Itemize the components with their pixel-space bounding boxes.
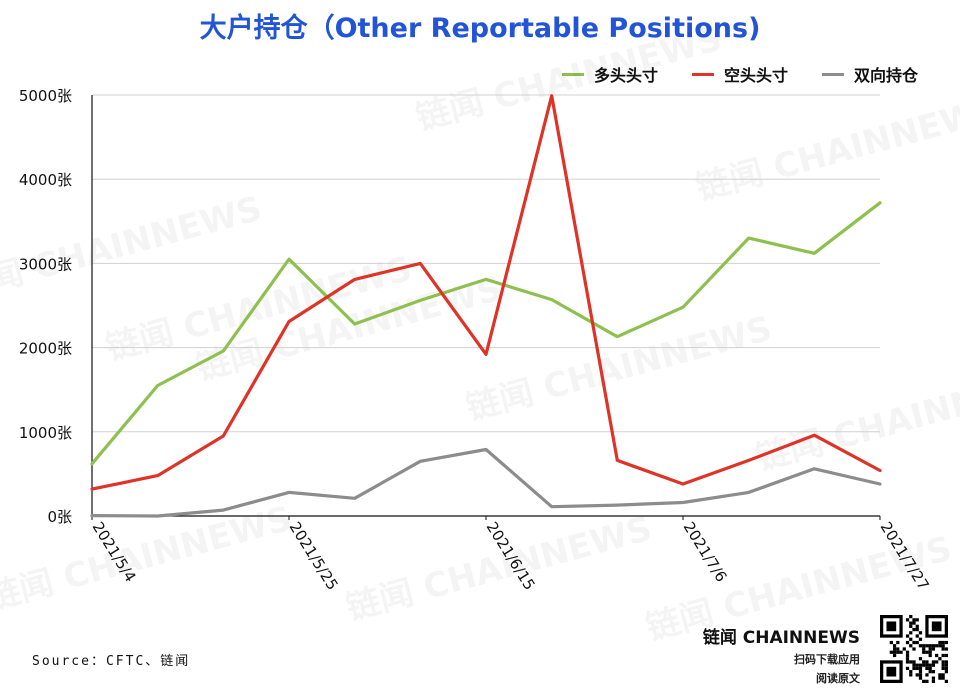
brand-read-text: 阅读原文 xyxy=(816,672,860,685)
chart-title: 大户持仓（Other Reportable Positions) xyxy=(199,13,761,44)
watermark-text: 链闻 CHAINNEWS xyxy=(462,309,776,429)
brand-name: 链闻 CHAINNEWS xyxy=(702,628,860,648)
x-tick-label: 2021/5/25 xyxy=(286,519,342,594)
legend-label-spread: 双向持仓 xyxy=(853,66,918,85)
y-tick-label: 4000张 xyxy=(19,171,72,189)
x-tick-label: 2021/7/6 xyxy=(680,519,731,586)
legend-label-long: 多头头寸 xyxy=(593,66,658,85)
watermark-text: 链闻 CHAINNEWS xyxy=(752,359,960,479)
y-tick-label: 5000张 xyxy=(19,87,72,105)
series-line-2 xyxy=(90,447,882,518)
legend-item-spread: 双向持仓 xyxy=(821,62,918,86)
brand-block: 链闻 CHAINNEWS 扫码下载应用 阅读原文 xyxy=(703,623,860,686)
watermark-text: 链闻 CHAINNEWS xyxy=(412,19,726,139)
y-tick-label: 1000张 xyxy=(19,424,72,442)
series-line-1 xyxy=(90,94,882,491)
watermark-text: 链闻 CHAINNEWS xyxy=(0,189,266,309)
legend: 多头头寸 空头头寸 双向持仓 xyxy=(561,62,918,86)
source-note: Source：CFTC、链闻 xyxy=(32,654,191,669)
legend-swatch-spread xyxy=(821,72,844,76)
legend-label-short: 空头头寸 xyxy=(723,66,788,85)
watermark-text: 链闻 CHAINNEWS xyxy=(692,89,960,209)
y-tick-label: 0张 xyxy=(47,508,72,526)
series-lines xyxy=(90,94,882,518)
legend-swatch-long xyxy=(561,72,584,76)
legend-item-long: 多头头寸 xyxy=(561,62,658,86)
grid-lines xyxy=(92,94,880,433)
y-tick-label: 3000张 xyxy=(19,255,72,273)
legend-item-short: 空头头寸 xyxy=(691,62,788,86)
series-line-0 xyxy=(90,201,882,466)
y-tick-label: 2000张 xyxy=(19,340,72,358)
qr-code-icon[interactable] xyxy=(880,615,948,683)
axes xyxy=(91,95,881,520)
legend-swatch-short xyxy=(691,72,714,76)
brand-download-text: 扫码下载应用 xyxy=(794,653,860,666)
